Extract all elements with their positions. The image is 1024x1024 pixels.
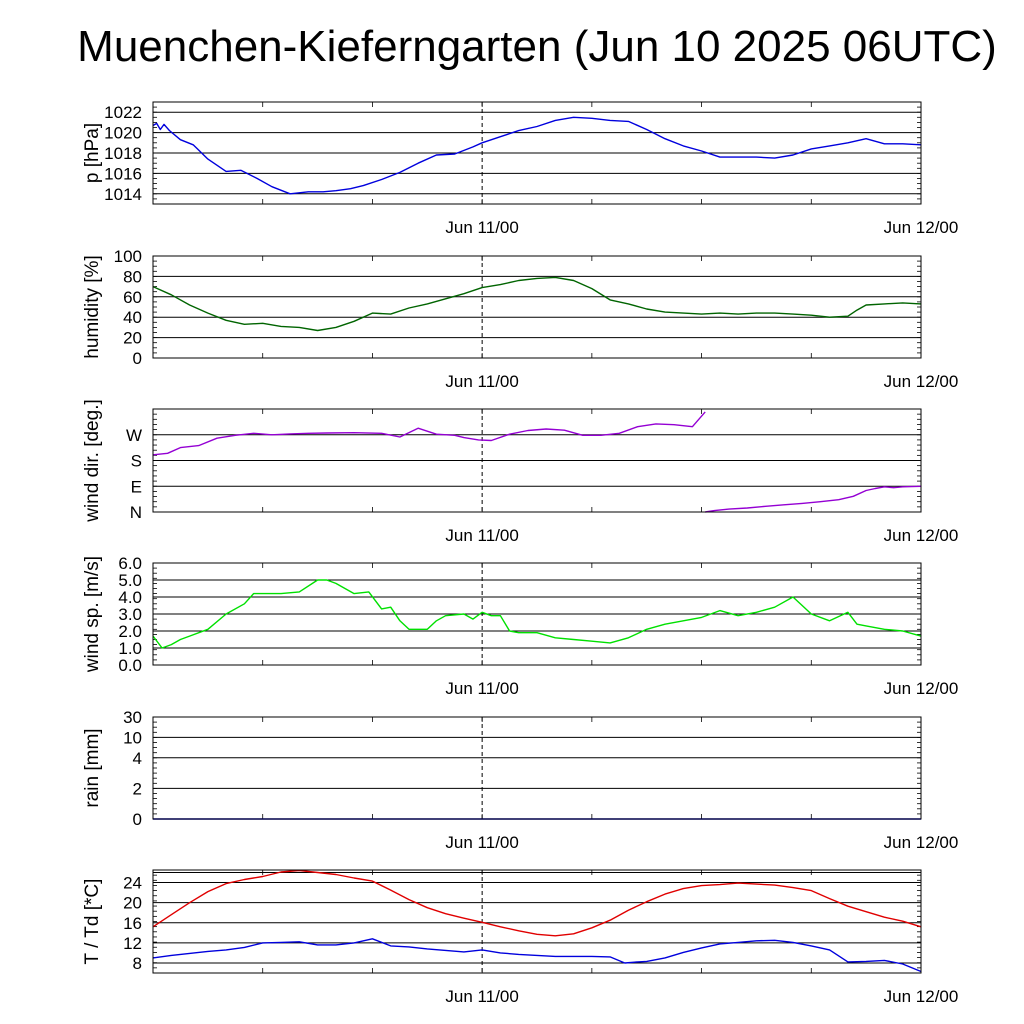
y-tick-label: 2 <box>133 779 142 798</box>
y-tick-label: 1020 <box>104 124 142 143</box>
y-tick-label: 0 <box>133 349 142 368</box>
y-tick-label: 40 <box>123 308 142 327</box>
plot-frame <box>152 408 922 513</box>
x-tick-label: Jun 11/00 <box>445 679 518 698</box>
x-tick-label: Jun 11/00 <box>445 833 518 852</box>
plot-frame <box>152 869 922 974</box>
series-line-1 <box>152 579 922 649</box>
y-axis-label: rain [mm] <box>82 728 103 807</box>
y-tick-label: 1014 <box>104 185 142 204</box>
y-tick-label: 1022 <box>104 103 142 122</box>
y-tick-label: 16 <box>123 914 142 933</box>
x-tick-label: Jun 12/00 <box>884 987 959 1006</box>
y-axis-label: wind dir. [deg.] <box>82 399 103 523</box>
y-tick-label: 1018 <box>104 144 142 163</box>
y-tick-label: 60 <box>123 288 142 307</box>
y-tick-label: 5.0 <box>118 571 142 590</box>
y-tick-label: 4.0 <box>118 588 142 607</box>
y-tick-label: 3.0 <box>118 605 142 624</box>
x-tick-label: Jun 12/00 <box>884 372 959 391</box>
y-tick-label: 1.0 <box>118 639 142 658</box>
plot-frame <box>152 562 922 666</box>
series-line-1 <box>152 276 922 332</box>
y-tick-label: 80 <box>123 267 142 286</box>
y-tick-label: 6.0 <box>118 554 142 573</box>
y-tick-label: 20 <box>123 329 142 348</box>
y-tick-label: 30 <box>123 708 142 727</box>
y-tick-label: 2.0 <box>118 622 142 641</box>
y-tick-label: 100 <box>114 247 142 266</box>
y-axis-label: wind sp. [m/s] <box>82 556 103 673</box>
y-tick-label: E <box>131 477 142 496</box>
y-axis-label: T / Td [*C] <box>82 879 103 965</box>
series-line-td <box>152 938 922 973</box>
panel-4: 0.01.02.03.04.05.06.0 Jun 11/00 Jun 12/00 w… <box>82 554 958 698</box>
y-tick-label: 0.0 <box>118 656 142 675</box>
y-tick-label: 12 <box>123 934 142 953</box>
series-line-1 <box>152 116 922 195</box>
x-tick-label: Jun 11/00 <box>445 526 518 545</box>
y-tick-label: W <box>126 426 142 445</box>
chart-title: Muenchen-Kieferngarten (Jun 10 2025 06UT… <box>77 22 997 71</box>
plot-frame <box>152 716 922 820</box>
plot-frame <box>152 255 922 359</box>
y-tick-label: 1016 <box>104 164 142 183</box>
series-line-2 <box>705 485 922 513</box>
y-tick-label: N <box>130 503 142 522</box>
y-tick-label: 20 <box>123 894 142 913</box>
x-tick-label: Jun 11/00 <box>445 218 518 237</box>
y-tick-label: S <box>131 452 142 471</box>
y-tick-label: 24 <box>123 874 142 893</box>
y-tick-label: 10 <box>123 728 142 747</box>
x-tick-label: Jun 12/00 <box>884 526 959 545</box>
x-tick-label: Jun 12/00 <box>884 679 959 698</box>
y-tick-label: 4 <box>133 749 142 768</box>
y-tick-label: 0 <box>133 810 142 829</box>
plot-frame <box>152 101 922 205</box>
x-tick-label: Jun 12/00 <box>884 218 959 237</box>
series-line-1 <box>152 411 706 456</box>
x-tick-label: Jun 11/00 <box>445 987 518 1006</box>
y-axis-label: humidity [%] <box>82 255 103 358</box>
x-tick-label: Jun 11/00 <box>445 372 518 391</box>
x-tick-label: Jun 12/00 <box>884 833 959 852</box>
y-axis-label: p [hPa] <box>82 123 103 183</box>
y-tick-label: 8 <box>133 954 142 973</box>
series-line-t <box>152 869 922 937</box>
